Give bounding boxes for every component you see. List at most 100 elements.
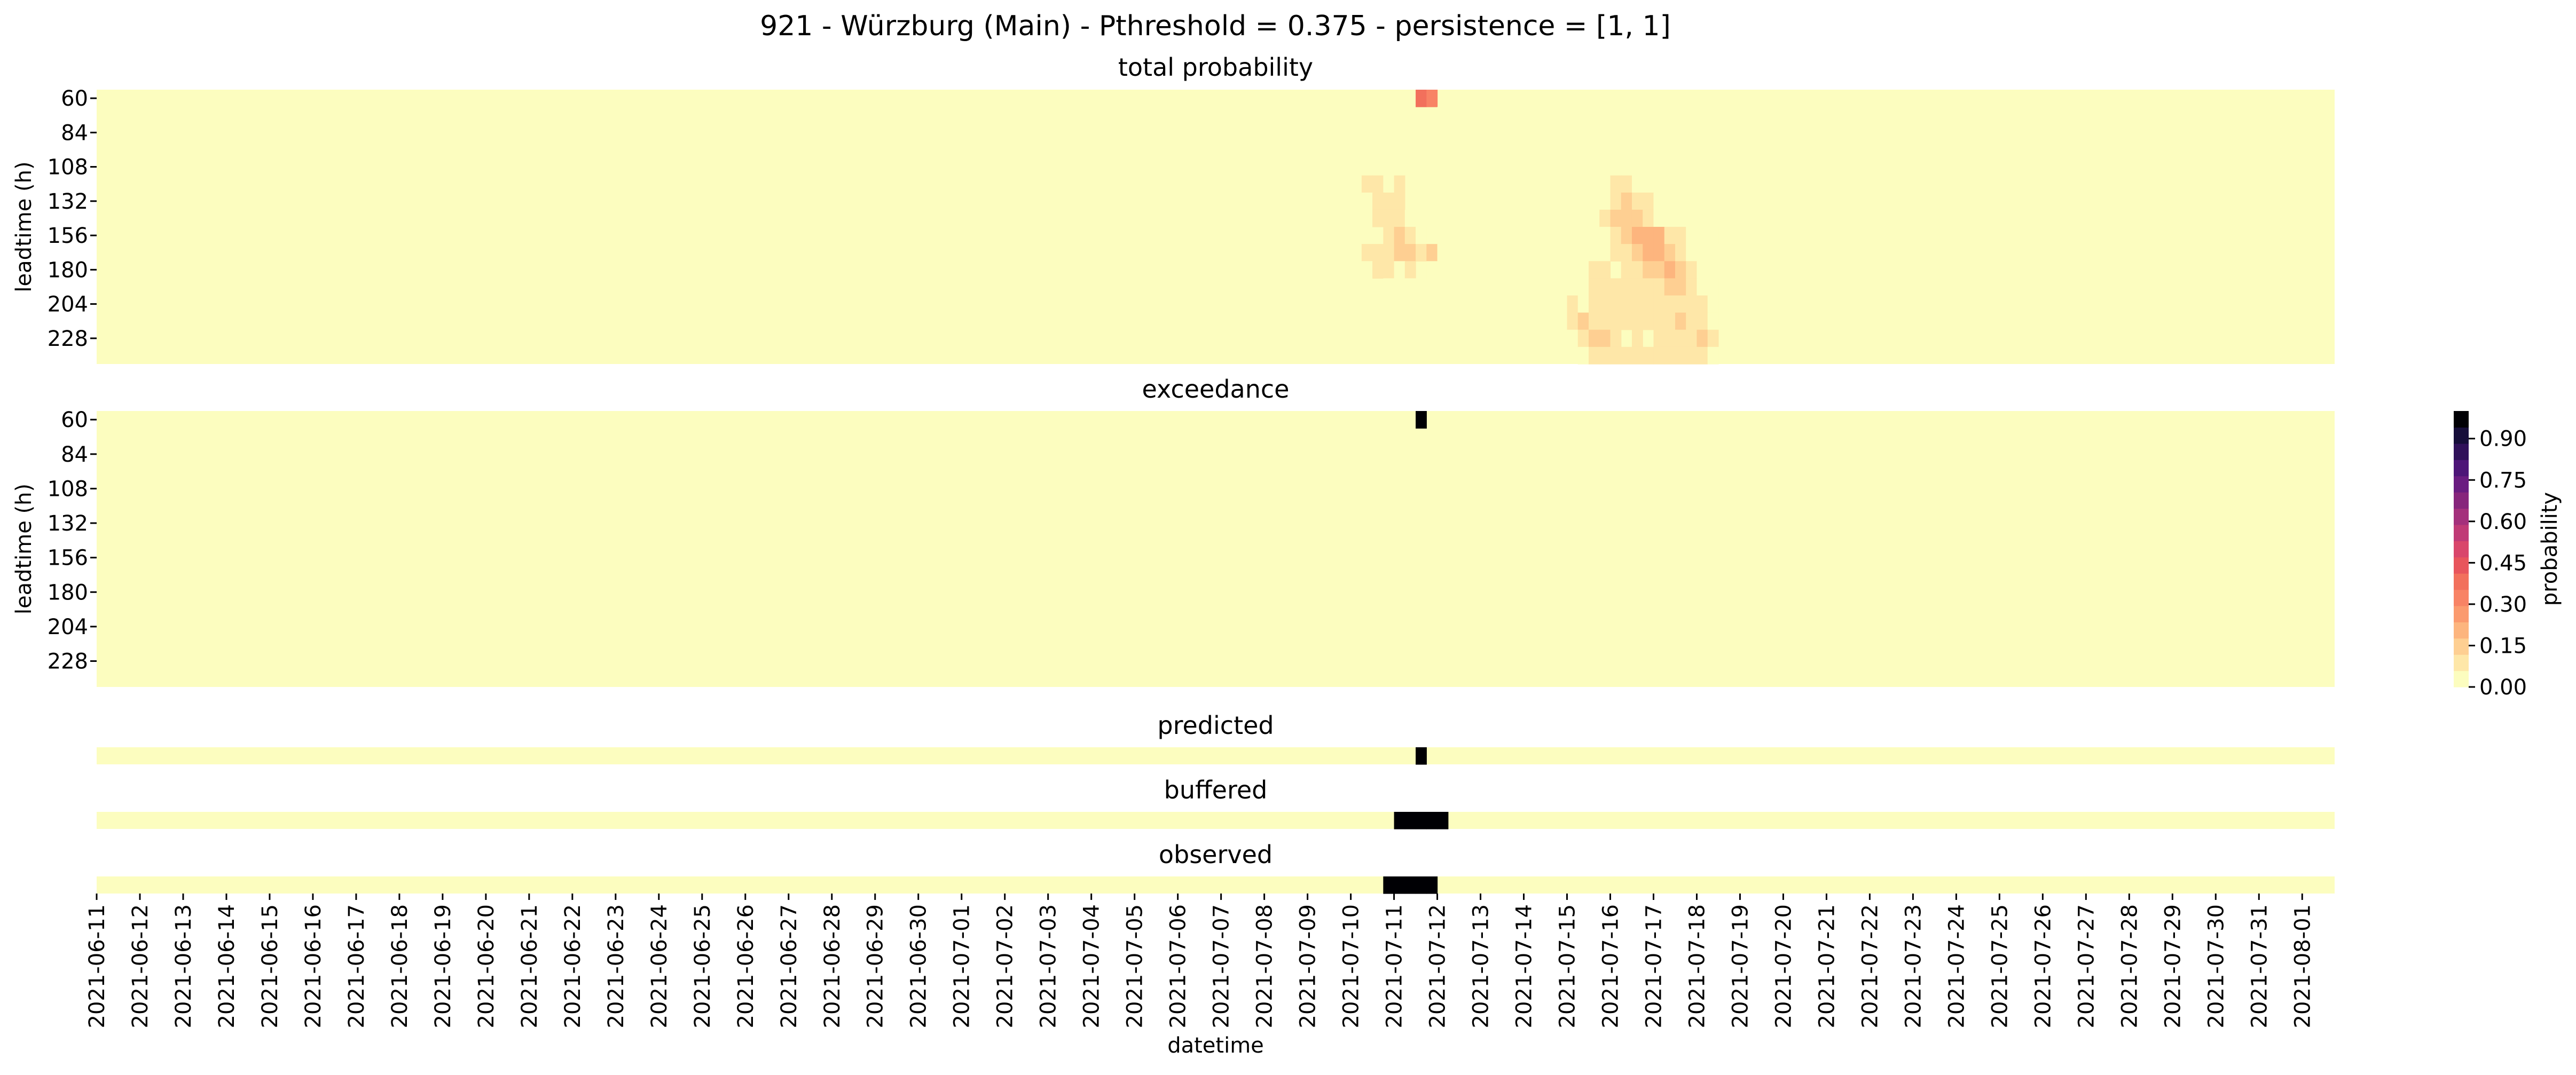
heatmap-cell [1556, 278, 1568, 296]
colorbar-segment [2454, 524, 2469, 541]
x-tick-label: 2021-07-14 [1512, 904, 1537, 1028]
colorbar-segment [2454, 492, 2469, 509]
heatmap-cell [1686, 227, 1698, 244]
y-tick-label: 132 [48, 189, 88, 214]
heatmap-cell [1686, 312, 1698, 330]
heatmap-cell [1664, 346, 1676, 365]
heatmap-cell [1707, 295, 1719, 313]
heatmap-cell [1361, 244, 1373, 262]
heatmap-cell [1599, 261, 1611, 279]
heatmap-cell [1643, 209, 1654, 227]
heatmap-cell [1589, 312, 1600, 330]
heatmap-cell [1437, 244, 1449, 262]
heatmap-cell [1599, 295, 1611, 313]
y-tick-label: 204 [48, 615, 88, 639]
heatmap-cell [1610, 227, 1622, 244]
heatmap-cell [1577, 278, 1589, 296]
x-tick-label: 2021-07-10 [1339, 904, 1364, 1028]
panel-total-probability: total probability 60 84 108 132 156 180 204 228 l… [12, 53, 2335, 365]
heatmap-cell [1610, 209, 1622, 227]
heatmap-cell [1394, 261, 1405, 279]
heatmap-cell [1426, 812, 1438, 829]
heatmap-cell [1394, 192, 1405, 210]
heatmap-cell [1697, 312, 1708, 330]
x-tick-label: 2021-06-21 [517, 904, 542, 1028]
heatmap-cell [1426, 261, 1438, 279]
heatmap-cell [1577, 346, 1589, 365]
heatmap-cell [1664, 192, 1676, 210]
heatmap-cell [1653, 209, 1665, 227]
heatmap-cell [1599, 346, 1611, 365]
heatmap-cell [1610, 244, 1622, 262]
heatmap-cell [1556, 295, 1568, 313]
heatmap-cell [1653, 312, 1665, 330]
heatmap-cell [1416, 747, 1427, 765]
heatmap-cell [1426, 227, 1438, 244]
x-tick-label: 2021-07-04 [1080, 904, 1104, 1028]
heatmap-cell [1340, 124, 1352, 141]
x-tick-label: 2021-06-22 [561, 904, 585, 1028]
heatmap-cell [1653, 244, 1665, 262]
heatmap-cell [1631, 227, 1643, 244]
panel-title: observed [1159, 840, 1273, 869]
heatmap-cell [1643, 244, 1654, 262]
heatmap-background [97, 90, 2335, 364]
colorbar-segment [2454, 605, 2469, 622]
heatmap-cell [1577, 312, 1589, 330]
x-tick-label: 2021-07-20 [1771, 904, 1796, 1028]
x-tick-label: 2021-07-11 [1383, 904, 1407, 1028]
x-tick-label: 2021-07-15 [1556, 904, 1580, 1028]
heatmap-cell [1643, 278, 1654, 296]
heatmap-cell [1621, 312, 1632, 330]
x-tick-label: 2021-07-09 [1296, 904, 1321, 1028]
heatmap-cell [1416, 411, 1427, 429]
heatmap-cell [1404, 278, 1416, 296]
heatmap-cell [1707, 329, 1719, 347]
heatmap-cell [1394, 876, 1405, 894]
heatmap-cell [1621, 209, 1632, 227]
heatmap-cell [1675, 295, 1686, 313]
panel-title: exceedance [1142, 375, 1290, 404]
heatmap-cell [1361, 175, 1373, 193]
heatmap-cell [1686, 295, 1698, 313]
heatmap-cell [1729, 261, 1741, 279]
y-tick-label: 180 [48, 258, 88, 282]
heatmap-cell [1394, 227, 1405, 244]
colorbar-segment [2454, 654, 2469, 671]
x-tick-label: 2021-07-16 [1598, 904, 1623, 1028]
heatmap-cell [1394, 209, 1405, 227]
heatmap-cell [1350, 141, 1362, 159]
heatmap-cell [1372, 192, 1384, 210]
heatmap-cell [1664, 261, 1676, 279]
y-tick-label: 108 [48, 477, 88, 501]
x-tick-label: 2021-07-06 [1166, 904, 1191, 1028]
heatmap-cell [1697, 295, 1708, 313]
heatmap-cell [1675, 227, 1686, 244]
x-tick-label: 2021-06-27 [777, 904, 802, 1028]
heatmap-cell [1643, 312, 1654, 330]
heatmap-cell [1643, 192, 1654, 210]
colorbar: 0.00 0.15 0.30 0.45 0.60 0.75 0.90 probability [2454, 411, 2562, 700]
heatmap-cell [1631, 209, 1643, 227]
heatmap-cell [1610, 278, 1622, 296]
y-tick-label: 156 [48, 546, 88, 571]
x-tick-label: 2021-08-01 [2290, 904, 2315, 1028]
heatmap-cell [1610, 141, 1622, 159]
figure-title: 921 - Würzburg (Main) - Pthreshold = 0.3… [760, 10, 1671, 42]
panel-predicted: predicted [97, 711, 2335, 765]
heatmap-cell [1556, 261, 1568, 279]
heatmap-cell [1621, 192, 1632, 210]
heatmap-background [97, 747, 2335, 764]
heatmap-cell [1664, 329, 1676, 347]
y-tick-label: 228 [48, 327, 88, 351]
heatmap-cell [1621, 244, 1632, 262]
heatmap-cell [1653, 346, 1665, 365]
heatmap-cell [1426, 90, 1438, 107]
heatmap-cell [1372, 261, 1384, 279]
heatmap-cell [1675, 312, 1686, 330]
x-tick-label: 2021-06-11 [85, 904, 109, 1028]
heatmap-cell [1599, 124, 1611, 141]
colorbar-segment [2454, 573, 2469, 590]
colorbar-tick-label: 0.90 [2479, 427, 2527, 452]
colorbar-tick-label: 0.15 [2479, 634, 2527, 658]
